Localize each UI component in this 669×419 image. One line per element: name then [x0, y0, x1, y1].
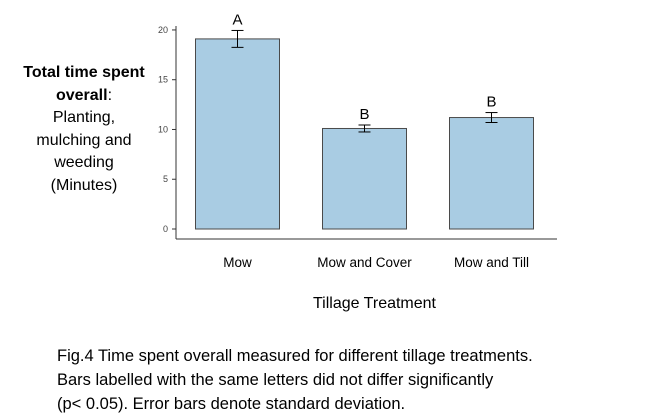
y-tick-label: 20 — [158, 25, 168, 35]
bar — [449, 117, 534, 230]
y-axis-label: Total time spent overall: Planting, mulc… — [10, 62, 158, 197]
caption-line-3: (p< 0.05). Error bars denote standard de… — [57, 395, 406, 413]
caption-line-2: Bars labelled with the same letters did … — [57, 371, 494, 389]
y-tick-label: 5 — [163, 174, 168, 184]
figure-caption: Fig.4 Time spent overall measured for di… — [57, 344, 657, 416]
bar — [195, 38, 280, 230]
significance-label: A — [232, 11, 242, 28]
y-axis-label-line-2: mulching and — [36, 131, 132, 149]
x-axis-label: Tillage Treatment — [312, 295, 436, 312]
y-axis-label-bold: Total time spent overall — [23, 64, 145, 104]
bar — [322, 127, 407, 230]
significance-label: B — [359, 106, 369, 123]
y-axis-label-line-3: weeding — [54, 154, 114, 171]
y-axis-label-line-1: Planting, — [52, 109, 116, 126]
y-tick-label: 15 — [158, 75, 168, 85]
y-tick-label: 0 — [163, 224, 168, 234]
y-axis-label-colon: : — [107, 86, 113, 104]
x-tick-label: Mow and Till — [454, 255, 529, 270]
significance-label: B — [486, 94, 496, 111]
x-tick-label: Mow and Cover — [317, 255, 412, 270]
caption-line-1: Fig.4 Time spent overall measured for di… — [57, 347, 533, 365]
y-axis-label-line-4: (Minutes) — [50, 176, 118, 194]
y-tick-label: 10 — [158, 124, 168, 134]
x-tick-label: Mow — [223, 255, 252, 270]
